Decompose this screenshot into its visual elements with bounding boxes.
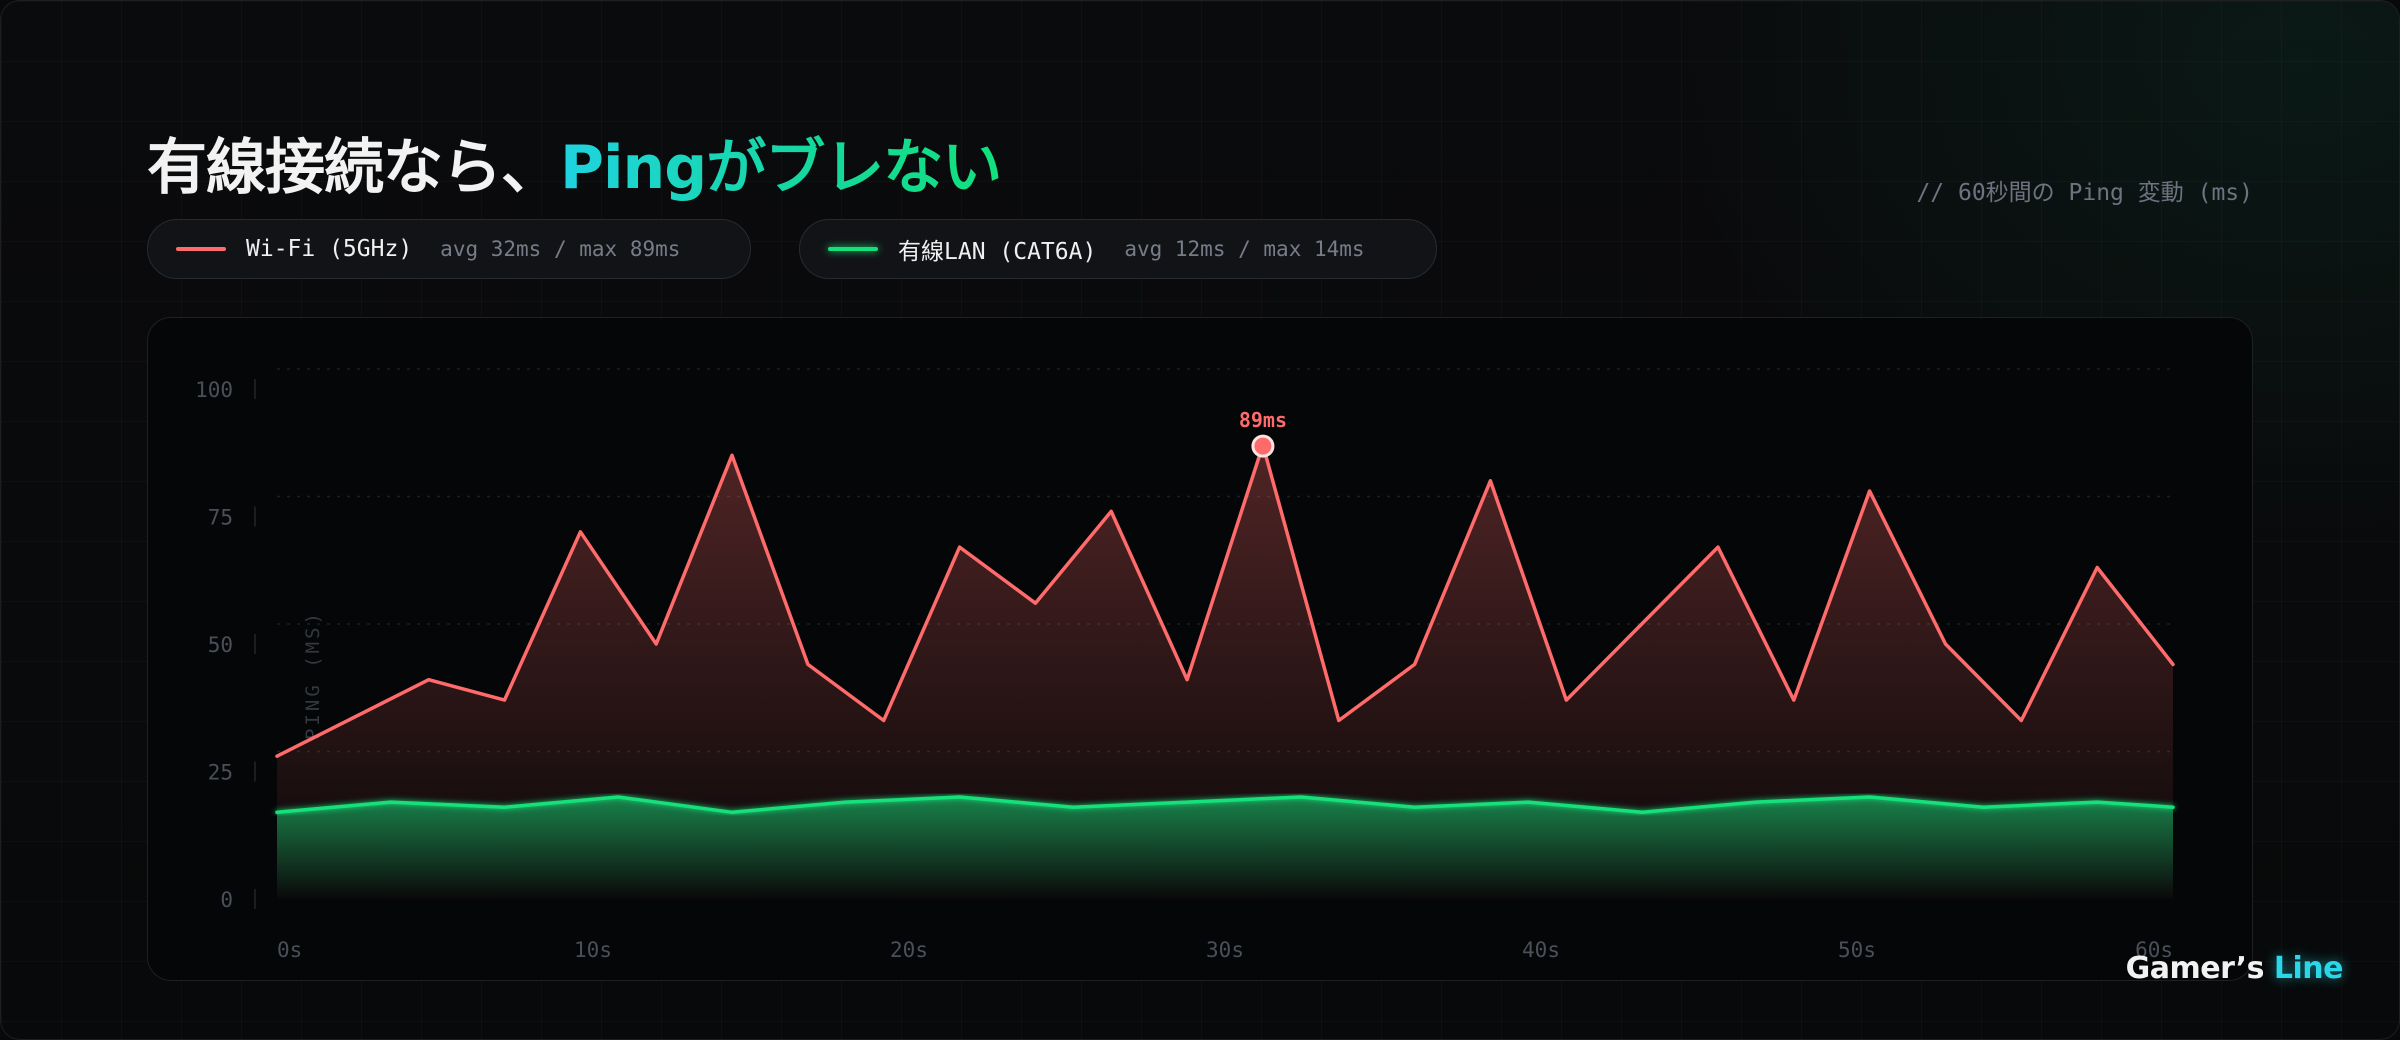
y-tick-label: 50 xyxy=(208,633,233,657)
lan-swatch xyxy=(828,247,878,251)
x-tick-label: 0s xyxy=(277,938,302,962)
legend-stats-wifi: avg 32ms / max 89ms xyxy=(440,237,681,261)
x-tick-label: 60s xyxy=(2135,938,2173,962)
y-tick-label: 25 xyxy=(208,761,233,785)
brand-accent: Line xyxy=(2273,951,2344,986)
y-axis-label: PING (MS) xyxy=(302,610,324,740)
legend-name-lan: 有線LAN (CAT6A) xyxy=(898,239,1097,265)
wifi-swatch xyxy=(176,247,226,251)
y-tick-label: 0 xyxy=(220,888,233,912)
legend-item-wifi: Wi-Fi (5GHz) avg 32ms / max 89ms xyxy=(147,219,751,279)
brand-logo: Gamer’s Line xyxy=(2125,951,2344,986)
peak-label: 89ms xyxy=(1239,408,1287,432)
legend-name-wifi: Wi-Fi (5GHz) xyxy=(246,236,413,262)
lan-series-area xyxy=(277,797,2173,899)
x-tick-label: 40s xyxy=(1522,938,1560,962)
lan-series-line xyxy=(275,795,2175,815)
legend-stats-lan: avg 12ms / max 14ms xyxy=(1124,237,1365,261)
x-tick-label: 10s xyxy=(574,938,612,962)
x-tick-label: 30s xyxy=(1206,938,1244,962)
chart-subtitle: // 60秒間の Ping 変動 (ms) xyxy=(1916,180,2253,206)
brand-name: Gamer’s xyxy=(2125,951,2274,986)
x-tick-label: 50s xyxy=(1838,938,1876,962)
peak-marker xyxy=(1251,434,1275,458)
title-main: 有線接続なら、 xyxy=(147,133,561,203)
page-title: 有線接続なら、Pingがブレない xyxy=(147,119,1002,206)
y-tick-label: 100 xyxy=(195,378,233,402)
y-tick-label: 75 xyxy=(208,506,233,530)
wifi-series-area xyxy=(277,445,2173,899)
x-tick-label: 20s xyxy=(890,938,928,962)
legend-item-lan: 有線LAN (CAT6A) avg 12ms / max 14ms xyxy=(799,219,1437,279)
title-accent: Pingがブレない xyxy=(560,133,1002,203)
